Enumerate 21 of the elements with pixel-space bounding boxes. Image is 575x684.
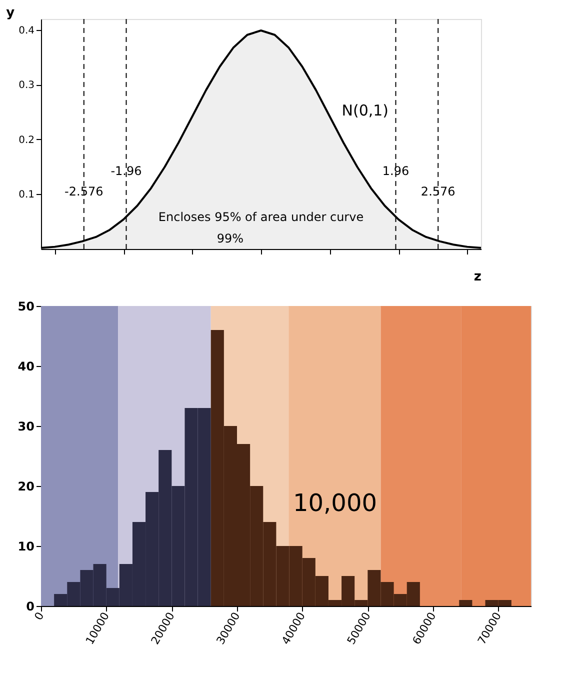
series-label: N(0,1) (342, 101, 389, 120)
ref-line-label: -1.96 (110, 164, 142, 178)
y-tick-label: 0.3 (18, 80, 34, 92)
y-tick-label: 0.4 (18, 25, 34, 36)
y-tick-label: 30 (18, 420, 34, 434)
ref-line-label: 1.96 (382, 164, 410, 178)
y-tick-label: 0 (26, 600, 34, 614)
annotation: Encloses 95% of area under curve (158, 210, 364, 224)
annotation: 99% (216, 232, 244, 246)
x-tick-label: 0 (32, 610, 47, 623)
y-tick-label: 50 (18, 300, 34, 314)
ref-line-label: 2.576 (420, 184, 456, 199)
y-tick-label: 20 (18, 480, 34, 494)
y-tick-label: 0.1 (18, 190, 34, 201)
y-tick-label: 10 (18, 540, 34, 554)
ref-line-label: -2.576 (64, 184, 104, 199)
x-axis-title: z (474, 270, 482, 284)
annotation: 10,000 (293, 489, 377, 517)
y-axis-title: y (6, 6, 16, 20)
y-tick-label: 0.2 (18, 134, 34, 146)
y-tick-label: 40 (18, 360, 34, 374)
